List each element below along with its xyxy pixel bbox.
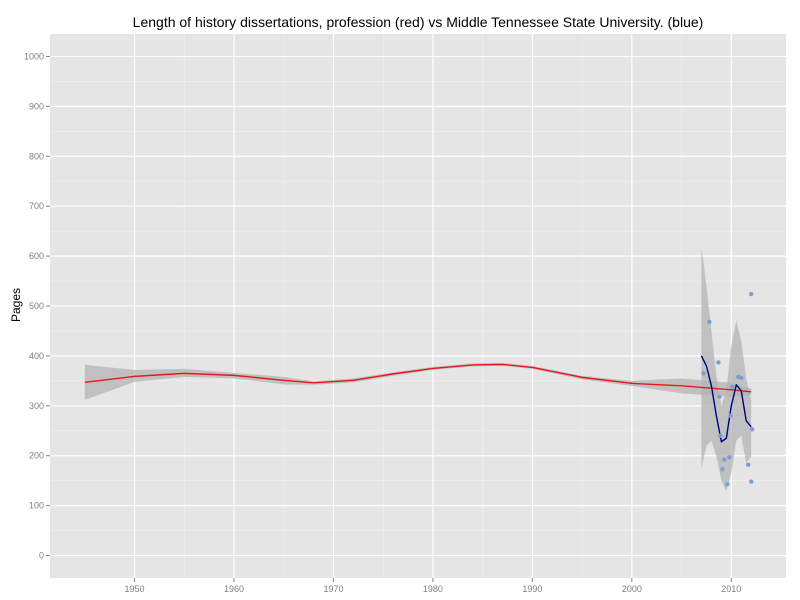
y-tick-label: 200 [29,451,44,461]
y-tick-label: 500 [29,301,44,311]
series-line [84,363,752,393]
confidence-ribbon [701,246,752,491]
y-tick-label: 1000 [24,51,44,61]
x-axis-ticks: 1950 1960 1970 1980 1990 2000 2010 [125,578,741,594]
y-axis-ticks: 0 100 200 300 400 500 600 700 800 900 1000 [24,51,50,561]
x-tick-label: 1990 [522,584,542,594]
x-tick-label: 1970 [323,584,343,594]
y-tick-label: 800 [29,151,44,161]
y-tick-label: 0 [39,551,44,561]
y-tick-label: 300 [29,401,44,411]
x-tick-label: 1980 [423,584,443,594]
data-point [739,375,744,381]
y-tick-label: 700 [29,201,44,211]
data-points [701,291,755,487]
grid-lines [50,34,786,578]
y-tick-label: 100 [29,501,44,511]
data-point [730,384,735,390]
x-tick-label: 1960 [224,584,244,594]
chart-title: Length of history dissertations, profess… [132,14,704,30]
y-tick-label: 400 [29,351,44,361]
data-point [746,462,751,467]
data-point [707,319,712,325]
data-point [728,413,733,418]
x-tick-label: 2000 [622,584,642,594]
data-point [720,467,725,472]
y-tick-label: 600 [29,251,44,261]
data-point [725,481,730,487]
data-point [727,455,732,460]
data-point [748,479,754,484]
smooth-lines [84,355,752,443]
data-point [722,457,727,462]
data-point [717,394,722,400]
data-point [716,360,721,365]
y-tick-label: 900 [29,101,44,111]
x-tick-label: 1950 [125,584,145,594]
data-point [749,427,755,432]
data-point [718,433,723,438]
data-point [701,371,706,376]
x-tick-label: 2010 [721,584,741,594]
data-point [748,291,754,297]
series-line [700,355,752,443]
